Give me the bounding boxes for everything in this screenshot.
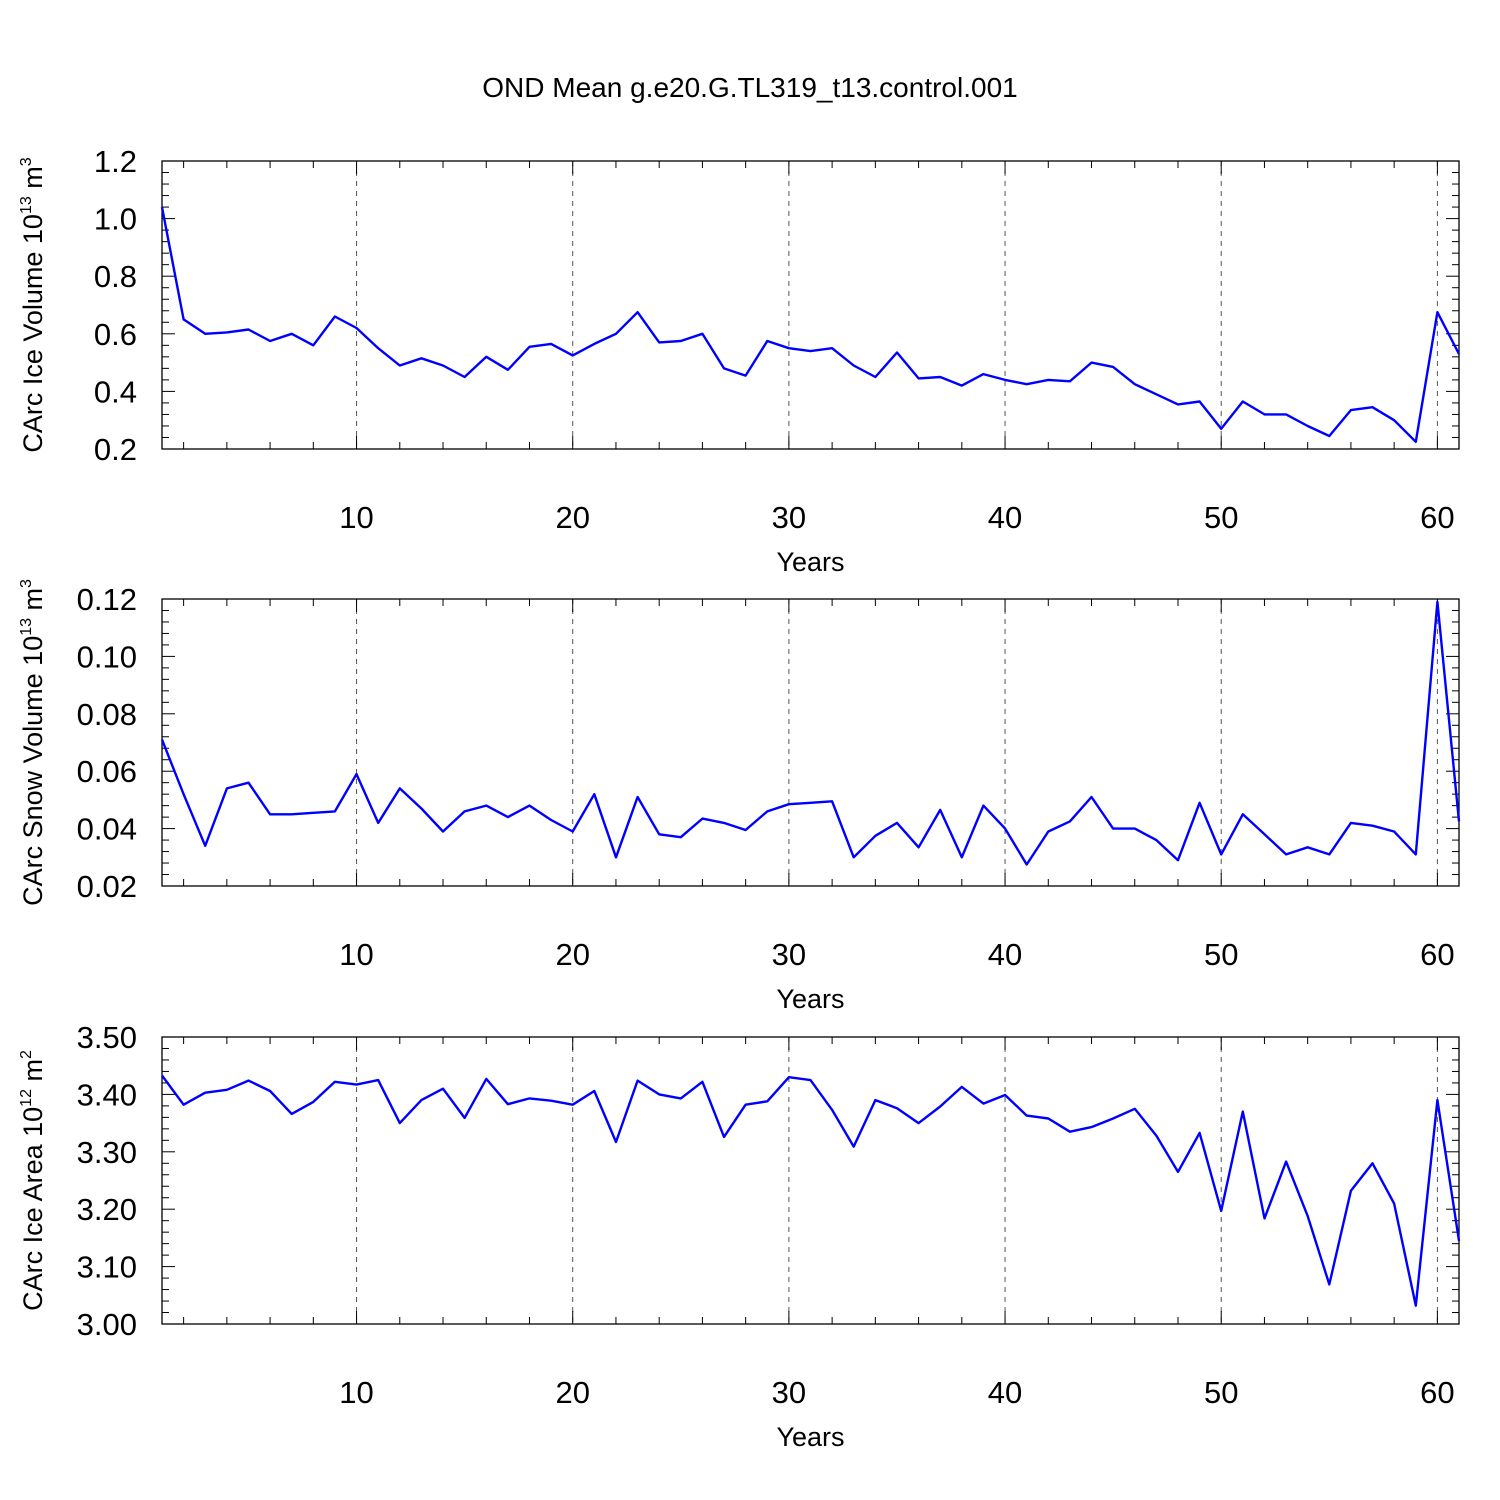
x-tick-label: 40	[988, 1375, 1022, 1410]
y-tick-label: 0.12	[77, 582, 137, 617]
y-axis-label: CArc Ice Area 1012 m2	[18, 1050, 48, 1311]
x-tick-label: 60	[1420, 937, 1454, 972]
y-tick-label: 1.0	[94, 202, 137, 237]
x-tick-labels: 10 20 30 40 50 60	[339, 937, 1454, 972]
x-axis-label: Years	[776, 1422, 844, 1452]
x-tick-label: 30	[772, 1375, 806, 1410]
panel-ice-area: 10 20 30 40 50 60 3.00 3.10 3.20 3.30 3.40 3.50 Ye…	[18, 1020, 1461, 1452]
x-axis-label: Years	[776, 984, 844, 1014]
x-tick-label: 60	[1420, 500, 1454, 535]
x-tick-label: 60	[1420, 1375, 1454, 1410]
x-tick-label: 30	[772, 500, 806, 535]
panel-ice-volume: 10 20 30 40 50 60 0.2 0.4 0.6 0.8 1.0 1.2 Years CA…	[18, 144, 1461, 577]
y-tick-labels: 0.02 0.04 0.06 0.08 0.10 0.12	[77, 582, 137, 904]
x-tick-label: 50	[1204, 937, 1238, 972]
x-gridlines	[356, 599, 1438, 886]
x-tick-label: 50	[1204, 500, 1238, 535]
y-tick-labels: 0.2 0.4 0.6 0.8 1.0 1.2	[94, 144, 137, 467]
y-axis-label: CArc Ice Volume 1013 m3	[18, 157, 48, 452]
x-tick-labels: 10 20 30 40 50 60	[339, 500, 1454, 535]
x-tick-label: 40	[988, 937, 1022, 972]
y-tick-labels: 3.00 3.10 3.20 3.30 3.40 3.50	[77, 1020, 137, 1342]
x-gridlines	[356, 161, 1438, 449]
y-tick-label: 0.2	[94, 432, 137, 467]
y-tick-label: 0.4	[94, 374, 137, 409]
panel-snow-volume: 10 20 30 40 50 60 0.02 0.04 0.06 0.08 0.10 0.12 Ye…	[18, 579, 1461, 1014]
ice-volume-line	[160, 206, 1461, 443]
y-tick-label: 0.06	[77, 754, 137, 789]
y-tick-label: 0.10	[77, 639, 137, 674]
x-tick-label: 20	[555, 937, 589, 972]
snow-volume-line	[160, 600, 1461, 866]
x-axis-label: Years	[776, 547, 844, 577]
tick-marks	[162, 598, 1459, 887]
y-tick-label: 0.8	[94, 259, 137, 294]
plot-frame	[161, 1036, 1460, 1325]
x-tick-label: 10	[339, 1375, 373, 1410]
y-tick-label: 3.10	[77, 1250, 137, 1285]
x-tick-label: 30	[772, 937, 806, 972]
y-tick-label: 1.2	[94, 144, 137, 179]
ice-area-line	[161, 1074, 1461, 1307]
y-tick-label: 3.00	[77, 1307, 137, 1342]
y-tick-label: 3.30	[77, 1135, 137, 1170]
x-tick-label: 10	[339, 937, 373, 972]
tick-marks	[162, 1036, 1459, 1325]
y-tick-label: 3.20	[77, 1192, 137, 1227]
y-tick-label: 0.08	[77, 697, 137, 732]
plot-frame	[161, 160, 1460, 450]
x-tick-label: 50	[1204, 1375, 1238, 1410]
y-tick-label: 3.40	[77, 1077, 137, 1112]
x-tick-label: 20	[555, 500, 589, 535]
y-tick-label: 0.04	[77, 812, 137, 847]
x-tick-label: 20	[555, 1375, 589, 1410]
y-tick-label: 0.6	[94, 317, 137, 352]
y-axis-label: CArc Snow Volume 1013 m3	[18, 579, 48, 906]
x-tick-label: 10	[339, 500, 373, 535]
x-tick-labels: 10 20 30 40 50 60	[339, 1375, 1454, 1410]
figure-title: OND Mean g.e20.G.TL319_t13.control.001	[482, 72, 1017, 103]
x-gridlines	[356, 1037, 1438, 1324]
y-tick-label: 3.50	[77, 1020, 137, 1055]
y-tick-label: 0.02	[77, 869, 137, 904]
x-tick-label: 40	[988, 500, 1022, 535]
